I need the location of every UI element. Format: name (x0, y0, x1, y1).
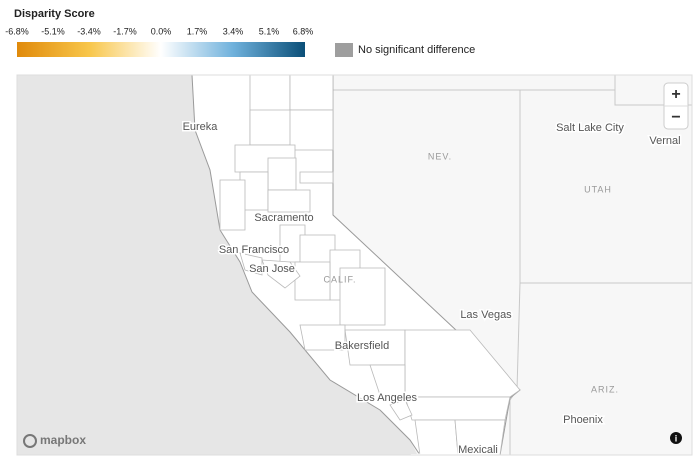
map-frame (16, 74, 693, 456)
zoom-controls: + − (663, 82, 689, 130)
city-label: Eureka (183, 121, 219, 133)
state-label: UTAH (584, 184, 612, 194)
no-diff-label: No significant difference (358, 44, 475, 56)
info-icon[interactable]: i (675, 433, 678, 443)
map: Eureka Sacramento San Francisco San Jose… (17, 75, 692, 466)
legend-tick: 5.1% (259, 26, 280, 36)
state-label: NEV. (428, 151, 452, 161)
ocean (17, 75, 418, 455)
legend-tick: -3.4% (77, 26, 101, 36)
city-label: San Jose (249, 263, 295, 275)
city-label: San Francisco (219, 244, 289, 256)
legend-tick: -5.1% (41, 26, 65, 36)
state-label: CALIF. (323, 274, 356, 284)
legend-tick: 3.4% (223, 26, 244, 36)
legend: Disparity Score -6.8% -5.1% -3.4% -1.7% … (5, 8, 475, 57)
city-label: Phoenix (563, 414, 603, 426)
city-label: Tijuana (412, 454, 449, 466)
city-label: Sacramento (254, 212, 313, 224)
city-label: Los Angeles (357, 392, 417, 404)
counties (219, 75, 521, 455)
zoom-in[interactable]: + (671, 86, 680, 103)
zoom-out[interactable]: − (671, 109, 680, 126)
legend-tick: 6.8% (293, 26, 314, 36)
legend-title: Disparity Score (14, 8, 95, 20)
color-ramp (17, 42, 305, 57)
mapbox-logo[interactable]: mapbox (40, 433, 86, 447)
city-label: Salt Lake City (556, 122, 624, 134)
attribution[interactable]: mapbox (23, 433, 86, 448)
city-label: Las Vegas (460, 309, 512, 321)
legend-tick: 1.7% (187, 26, 208, 36)
legend-tick: -1.7% (113, 26, 137, 36)
legend-tick: 0.0% (151, 26, 172, 36)
info-button[interactable] (670, 432, 682, 444)
city-label: Vernal (649, 135, 680, 147)
no-diff-swatch (335, 43, 353, 57)
city-label: Bakersfield (335, 340, 389, 352)
city-label: Mexicali (458, 444, 498, 456)
legend-tick: -6.8% (5, 26, 29, 36)
state-label: ARIZ. (591, 384, 619, 394)
